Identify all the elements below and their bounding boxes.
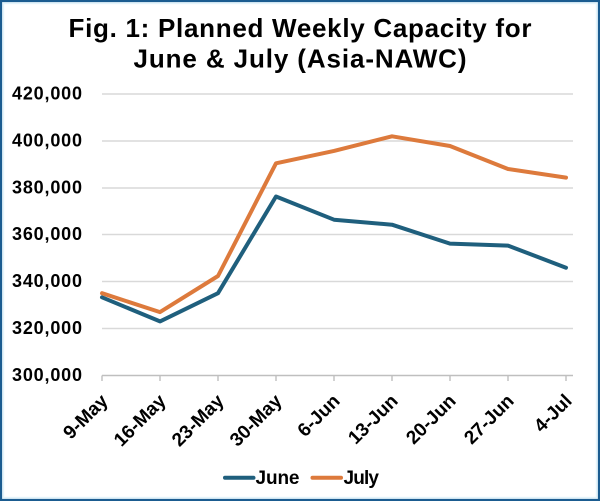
svg-text:June: June [256, 468, 300, 489]
svg-text:340,000: 340,000 [12, 271, 82, 291]
svg-text:June & July (Asia-NAWC): June & July (Asia-NAWC) [134, 44, 467, 74]
svg-text:Fig. 1: Planned Weekly Capacit: Fig. 1: Planned Weekly Capacity for [69, 13, 532, 43]
svg-text:400,000: 400,000 [12, 131, 82, 151]
svg-text:July: July [344, 468, 380, 489]
svg-text:320,000: 320,000 [12, 318, 82, 338]
svg-text:300,000: 300,000 [12, 365, 82, 385]
svg-text:420,000: 420,000 [12, 84, 82, 104]
svg-text:380,000: 380,000 [12, 178, 82, 198]
svg-text:360,000: 360,000 [12, 224, 82, 244]
